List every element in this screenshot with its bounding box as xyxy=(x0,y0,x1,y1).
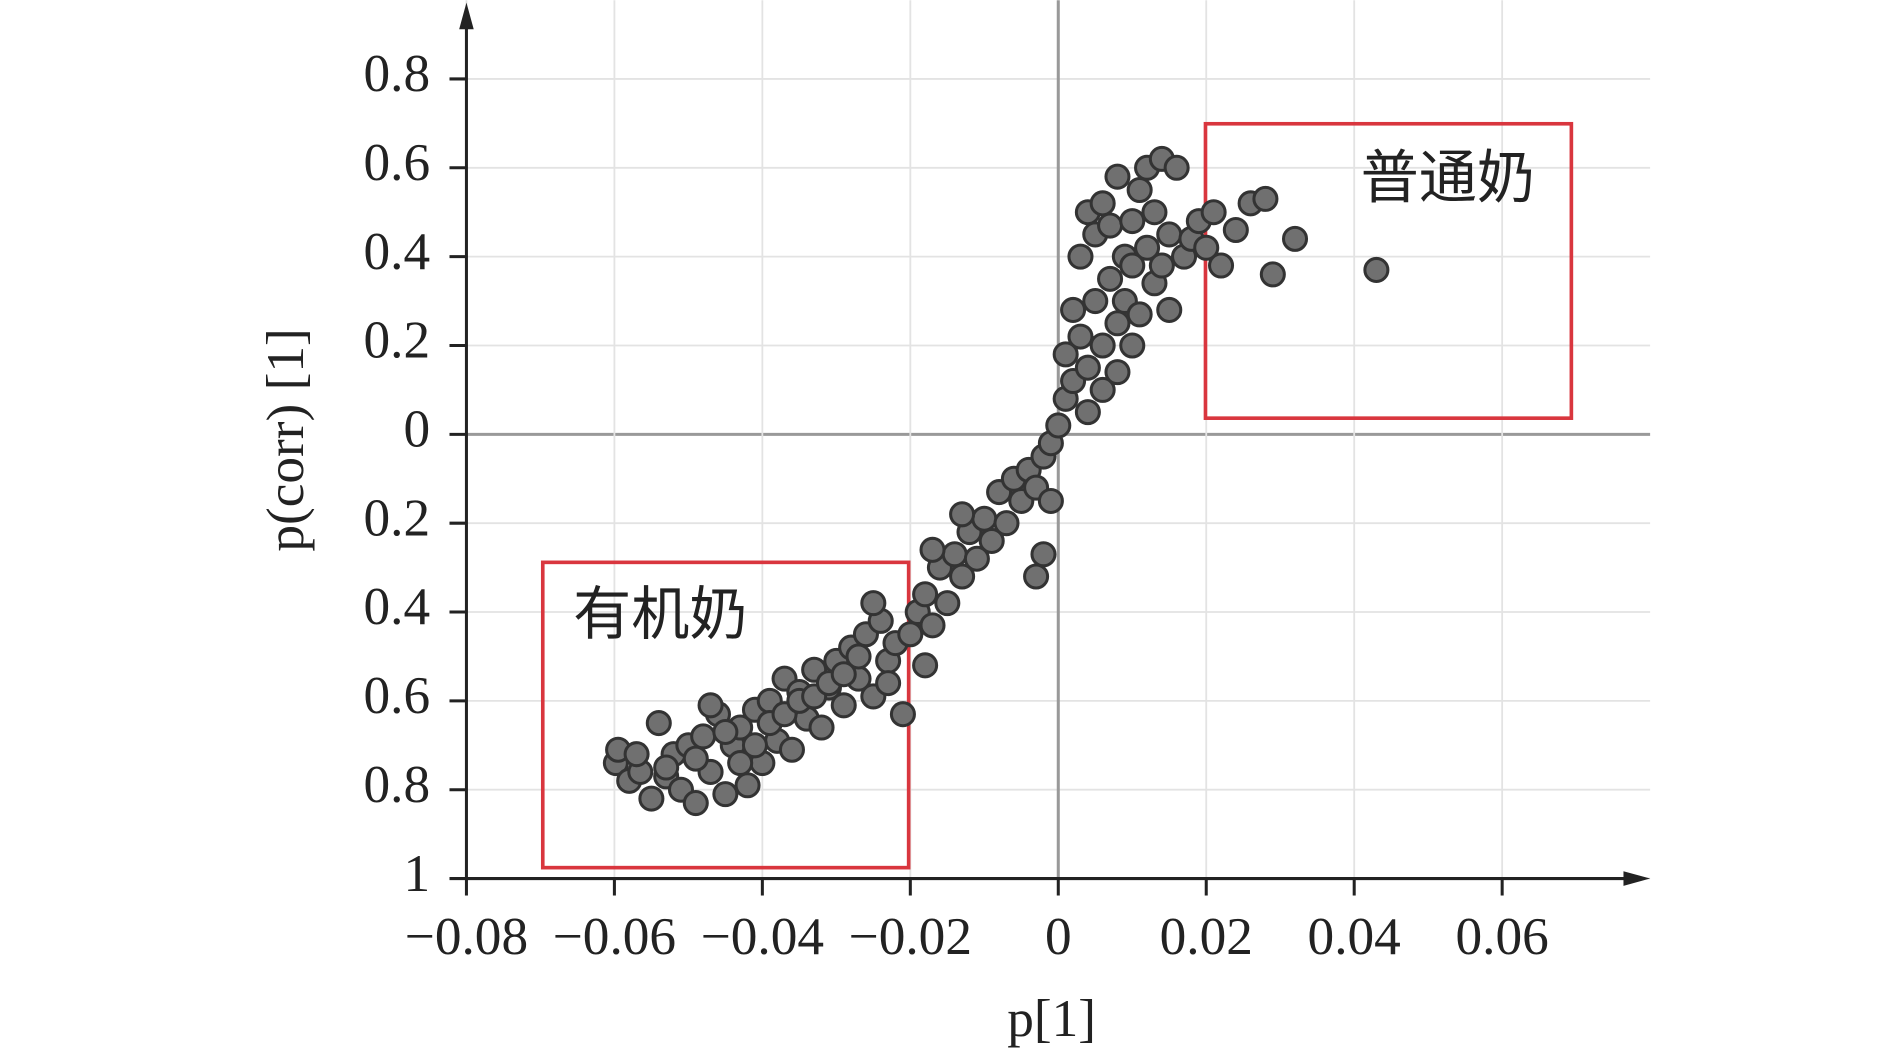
y-tick-label: 0.2 xyxy=(363,488,430,547)
y-tick-label: 1 xyxy=(403,844,430,903)
x-axis-label: p[1] xyxy=(1007,989,1096,1048)
point xyxy=(897,621,924,648)
point xyxy=(978,527,1005,554)
point xyxy=(1104,163,1131,190)
point xyxy=(1067,323,1094,350)
y-axis-arrow xyxy=(459,2,474,30)
point xyxy=(778,736,805,763)
x-tick-label: −0.06 xyxy=(553,907,676,966)
point xyxy=(993,510,1020,537)
point xyxy=(1141,199,1168,226)
y-axis-label: p(corr) [1] xyxy=(256,328,315,551)
point xyxy=(1281,225,1309,252)
point xyxy=(1074,354,1101,381)
point xyxy=(1259,261,1286,288)
point xyxy=(682,745,709,772)
point xyxy=(1052,341,1079,368)
point xyxy=(623,741,650,768)
point xyxy=(941,541,968,568)
point xyxy=(1089,190,1116,217)
x-axis-arrow xyxy=(1623,871,1651,886)
point xyxy=(1045,412,1072,439)
x-tick-label: −0.02 xyxy=(849,907,972,966)
point xyxy=(1148,252,1175,279)
point xyxy=(638,785,665,812)
point xyxy=(1119,332,1146,359)
x-tick-label: 0.04 xyxy=(1308,907,1401,966)
point xyxy=(1252,185,1279,212)
y-tick-label: 0.8 xyxy=(363,44,430,103)
point xyxy=(1097,265,1124,292)
y-tick-label: 0.4 xyxy=(363,222,430,281)
point xyxy=(830,661,857,688)
point xyxy=(912,581,939,608)
point xyxy=(1067,243,1094,270)
point xyxy=(727,750,754,777)
y-tick-label: 0.2 xyxy=(363,311,430,370)
point xyxy=(1089,376,1116,403)
point xyxy=(845,643,872,670)
highlight-box xyxy=(1203,121,1574,420)
point xyxy=(934,590,961,617)
point xyxy=(1119,208,1146,235)
point xyxy=(1156,296,1183,323)
point xyxy=(1104,359,1131,386)
point xyxy=(1126,301,1153,328)
y-tick-label: 0.4 xyxy=(363,577,430,636)
point xyxy=(1060,296,1087,323)
point xyxy=(712,781,739,808)
point xyxy=(949,563,976,590)
point xyxy=(1200,199,1227,226)
point xyxy=(1163,154,1190,181)
point xyxy=(1037,487,1064,514)
point xyxy=(860,590,887,617)
x-tick-label: −0.04 xyxy=(701,907,824,966)
point xyxy=(830,692,857,719)
point xyxy=(1097,212,1124,239)
annotation: 普通奶 xyxy=(1361,146,1535,211)
point xyxy=(919,612,946,639)
point xyxy=(1193,234,1220,261)
point xyxy=(1126,176,1153,204)
point xyxy=(919,536,946,563)
point xyxy=(653,754,680,781)
x-tick-label: 0.06 xyxy=(1456,907,1549,966)
point xyxy=(1104,310,1131,337)
point xyxy=(1134,234,1161,261)
point xyxy=(808,714,835,741)
point xyxy=(741,732,768,759)
y-tick-label: 0.8 xyxy=(363,755,430,814)
point xyxy=(949,501,976,528)
point xyxy=(697,692,724,719)
point xyxy=(1156,221,1183,248)
point xyxy=(734,772,761,799)
point xyxy=(1082,288,1109,315)
point xyxy=(889,701,916,728)
point xyxy=(912,652,939,679)
annotation: 有机奶 xyxy=(573,582,747,647)
point xyxy=(963,545,990,572)
point xyxy=(1089,332,1116,359)
y-tick-label: 0 xyxy=(403,400,430,459)
point xyxy=(1030,541,1057,568)
x-tick-label: 0.02 xyxy=(1160,907,1253,966)
y-tick-label: 0.6 xyxy=(363,666,430,725)
point xyxy=(1119,252,1146,279)
point xyxy=(690,723,717,750)
point xyxy=(1208,252,1235,279)
point xyxy=(645,710,672,737)
point xyxy=(875,670,902,697)
point xyxy=(712,718,739,745)
point xyxy=(1222,216,1249,244)
point xyxy=(682,790,709,817)
point xyxy=(1023,563,1050,590)
x-tick-label: −0.08 xyxy=(405,907,528,966)
point xyxy=(1074,399,1101,426)
point xyxy=(1363,256,1390,283)
x-tick-label: 0 xyxy=(1045,907,1072,966)
point xyxy=(971,505,998,532)
y-tick-label: 0.6 xyxy=(363,133,430,192)
